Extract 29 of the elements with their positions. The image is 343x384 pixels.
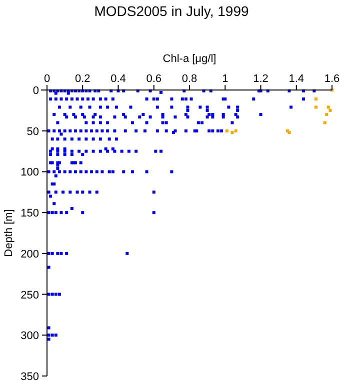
x-axis-title: Chl-a [μg/l] [162, 53, 216, 65]
point [314, 106, 318, 109]
y-tick-label: 250 [20, 289, 39, 302]
y-tick-label: 350 [20, 371, 39, 383]
x-tick-label: 1.2 [253, 73, 268, 85]
y-tick-label: 50 [26, 126, 39, 138]
y-tick-label: 200 [20, 248, 39, 260]
x-tick-label: 0.2 [74, 73, 90, 85]
y-tick-label: 300 [20, 330, 39, 342]
point [230, 130, 234, 134]
x-tick-label: 0.4 [110, 73, 126, 85]
point [326, 106, 330, 109]
x-tick-label: 0 [44, 73, 50, 85]
y-tick-label: 0 [32, 85, 39, 97]
point [225, 129, 228, 132]
point [328, 108, 332, 112]
y-tick-label: 150 [20, 208, 39, 220]
y-tick-label: 100 [20, 166, 39, 179]
x-tick-label: 1.4 [288, 73, 304, 85]
x-tick-label: 1.6 [324, 73, 340, 85]
point [234, 129, 238, 132]
point [314, 97, 318, 100]
x-tick-label: 0.6 [146, 73, 162, 85]
chart-title: MODS2005 in July, 1999 [94, 3, 250, 19]
x-tick-label: 0.8 [182, 73, 198, 85]
x-tick-label: 1 [222, 73, 228, 85]
y-axis-title: Depth [m] [3, 209, 15, 257]
point [325, 113, 328, 116]
point [323, 121, 326, 124]
